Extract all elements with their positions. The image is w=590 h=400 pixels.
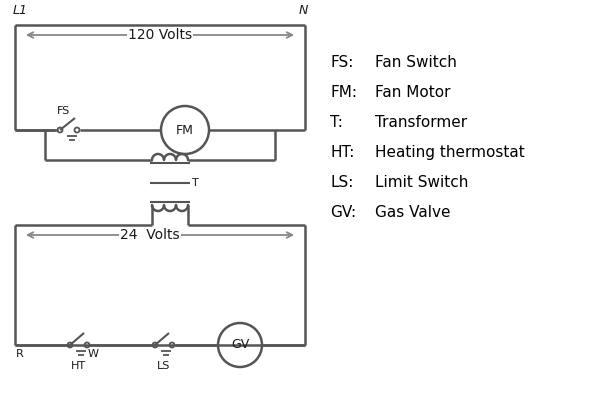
Text: T: T	[192, 178, 199, 188]
Text: HT: HT	[71, 361, 86, 371]
Text: L1: L1	[13, 4, 28, 17]
Text: R: R	[16, 349, 24, 359]
Text: HT:: HT:	[330, 145, 355, 160]
Text: FS:: FS:	[330, 55, 353, 70]
Text: FS: FS	[57, 106, 70, 116]
Text: Limit Switch: Limit Switch	[375, 175, 468, 190]
Text: Fan Motor: Fan Motor	[375, 85, 451, 100]
Text: 24  Volts: 24 Volts	[120, 228, 180, 242]
Text: T:: T:	[330, 115, 343, 130]
Text: FM:: FM:	[330, 85, 357, 100]
Text: W: W	[88, 349, 99, 359]
Text: Heating thermostat: Heating thermostat	[375, 145, 525, 160]
Text: 120 Volts: 120 Volts	[128, 28, 192, 42]
Text: Transformer: Transformer	[375, 115, 467, 130]
Text: Gas Valve: Gas Valve	[375, 205, 451, 220]
Text: FM: FM	[176, 124, 194, 136]
Text: GV:: GV:	[330, 205, 356, 220]
Text: N: N	[299, 4, 308, 17]
Text: Fan Switch: Fan Switch	[375, 55, 457, 70]
Text: LS:: LS:	[330, 175, 353, 190]
Text: GV: GV	[231, 338, 249, 352]
Text: LS: LS	[157, 361, 171, 371]
